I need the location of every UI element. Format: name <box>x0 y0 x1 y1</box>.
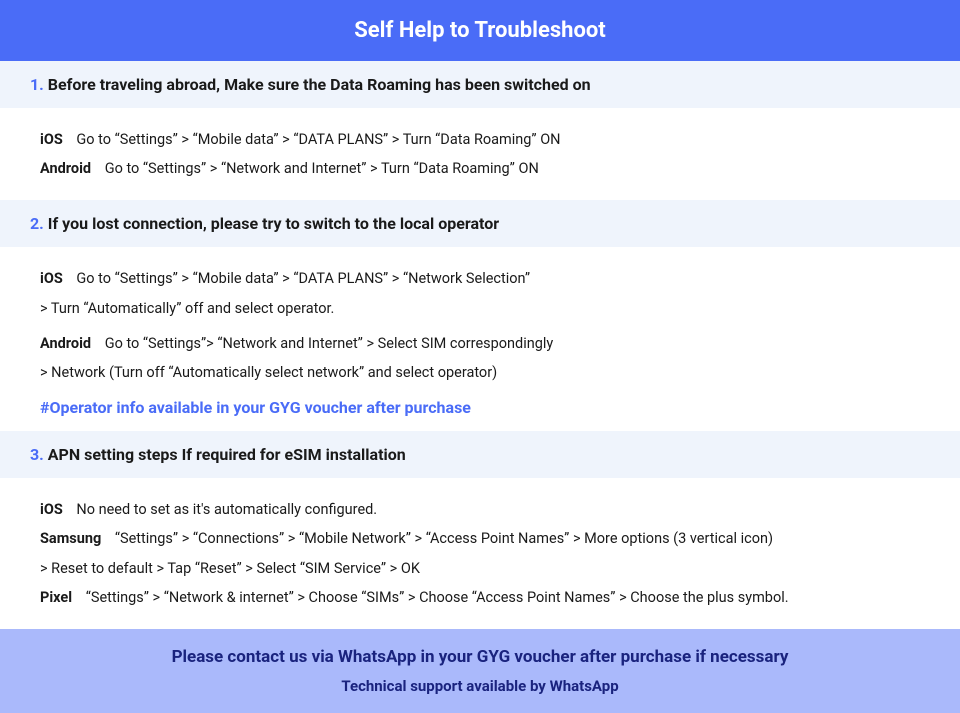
footer-line-2: Technical support available by WhatsApp <box>0 677 960 695</box>
instruction-cont: > Turn “Automatically” off and select op… <box>40 297 920 320</box>
section-1-title-rest: Make sure the Data Roaming has been swit… <box>220 75 590 94</box>
section-2-title-bold: If you lost connection, please try to sw… <box>48 214 499 233</box>
instruction-text: Go to “Settings”> “Network and Internet”… <box>105 335 554 352</box>
instruction-text: Go to “Settings” > “Network and Internet… <box>105 160 539 177</box>
instruction-line: Android Go to “Settings” > “Network and … <box>40 157 920 180</box>
platform-label: Samsung <box>40 530 101 547</box>
page-header: Self Help to Troubleshoot <box>0 0 960 61</box>
section-1-title-bold: Before traveling abroad, <box>48 75 220 94</box>
instruction-line: iOS No need to set as it's automatically… <box>40 498 920 521</box>
instruction-cont: > Network (Turn off “Automatically selec… <box>40 361 920 384</box>
section-2-body: iOS Go to “Settings” > “Mobile data” > “… <box>0 247 960 431</box>
instruction-line: Android Go to “Settings”> “Network and I… <box>40 332 920 355</box>
platform-label: Pixel <box>40 589 72 606</box>
platform-label: Android <box>40 160 91 177</box>
section-2-number: 2. <box>30 214 44 233</box>
instruction-line: iOS Go to “Settings” > “Mobile data” > “… <box>40 128 920 151</box>
instruction-text: No need to set as it's automatically con… <box>76 501 377 518</box>
instruction-line: Samsung “Settings” > “Connections” > “Mo… <box>40 527 920 550</box>
page-footer: Please contact us via WhatsApp in your G… <box>0 629 960 713</box>
platform-label: Android <box>40 335 91 352</box>
instruction-line: iOS Go to “Settings” > “Mobile data” > “… <box>40 267 920 290</box>
section-3-header: 3. APN setting steps If required for eSI… <box>0 431 960 478</box>
section-2-note: #Operator info available in your GYG vou… <box>40 398 920 417</box>
instruction-text: “Settings” > “Connections” > “Mobile Net… <box>115 530 773 547</box>
instruction-text: Go to “Settings” > “Mobile data” > “DATA… <box>76 131 560 148</box>
page-title: Self Help to Troubleshoot <box>354 18 605 43</box>
instruction-text: “Settings” > “Network & internet” > Choo… <box>86 589 789 606</box>
section-1-body: iOS Go to “Settings” > “Mobile data” > “… <box>0 108 960 200</box>
platform-label: iOS <box>40 270 63 287</box>
platform-label: iOS <box>40 501 63 518</box>
instruction-cont: > Reset to default > Tap “Reset” > Selec… <box>40 557 920 580</box>
footer-line-1: Please contact us via WhatsApp in your G… <box>0 647 960 667</box>
section-1-header: 1. Before traveling abroad, Make sure th… <box>0 61 960 108</box>
section-1-number: 1. <box>30 75 44 94</box>
section-3-number: 3. <box>30 445 44 464</box>
instruction-text: Go to “Settings” > “Mobile data” > “DATA… <box>76 270 530 287</box>
section-3-body: iOS No need to set as it's automatically… <box>0 478 960 629</box>
platform-label: iOS <box>40 131 63 148</box>
section-3-title-bold: APN setting steps If required for eSIM i… <box>48 445 406 464</box>
instruction-line: Pixel “Settings” > “Network & internet” … <box>40 586 920 609</box>
section-2-header: 2. If you lost connection, please try to… <box>0 200 960 247</box>
